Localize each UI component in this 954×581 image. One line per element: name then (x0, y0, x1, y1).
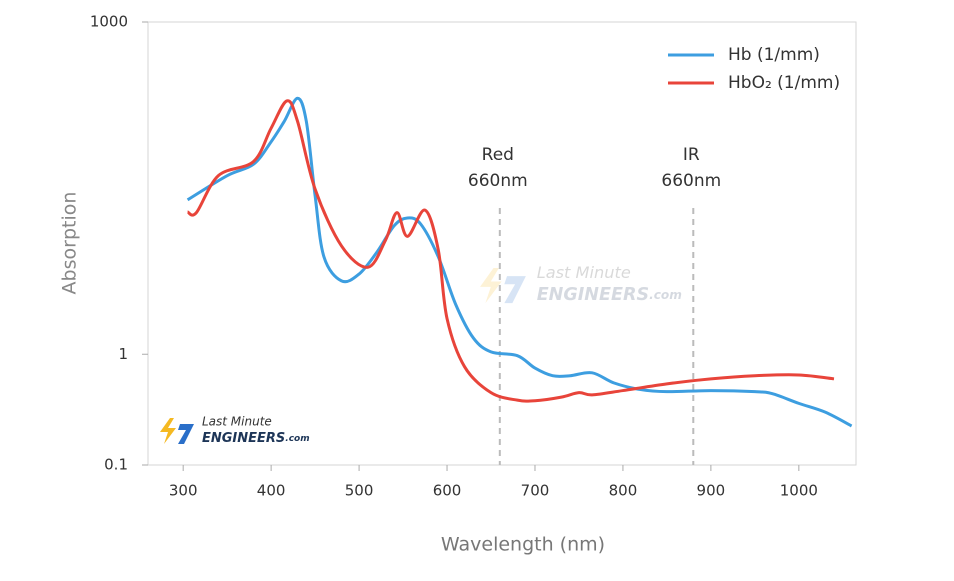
logo: Last Minute ENGINEERS.com (160, 415, 310, 446)
legend-label: Hb (1/mm) (728, 45, 820, 65)
x-tick-label: 300 (169, 482, 198, 500)
logo-text: Last Minute (537, 263, 631, 282)
logo-bolt (480, 268, 502, 304)
y-tick-label: 1 (118, 345, 128, 363)
x-tick-label: 400 (257, 482, 286, 500)
logo-bolt (160, 418, 176, 444)
legend-label: HbO₂ (1/mm) (728, 73, 840, 93)
y-tick-label: 1000 (90, 13, 128, 31)
y-tick-label: 0.1 (104, 456, 128, 474)
x-tick-label: 600 (433, 482, 462, 500)
logo-text: ENGINEERS.com (537, 285, 682, 305)
x-tick-label: 700 (521, 482, 550, 500)
y-axis-title: Absorption (59, 192, 81, 295)
annotation-text: IR (683, 145, 700, 165)
annotation-text: Red (482, 145, 514, 165)
series-line (186, 99, 835, 403)
logo-word: ENGINEERS (202, 431, 285, 446)
x-tick-label: 900 (697, 482, 726, 500)
logo-text: ENGINEERS.com (202, 431, 310, 446)
logo-bolt (178, 424, 194, 444)
series-line (186, 96, 853, 428)
annotation-text: 660nm (468, 171, 528, 191)
logo-suffix: .com (285, 434, 309, 444)
logo-suffix: .com (649, 288, 682, 302)
x-axis-title: Wavelength (nm) (441, 534, 605, 556)
logo-word: ENGINEERS (537, 285, 649, 305)
logo: Last Minute ENGINEERS.com (480, 263, 682, 305)
logo-bolt (504, 276, 526, 304)
annotation-text: 660nm (661, 171, 721, 191)
plot-frame (147, 21, 857, 466)
x-tick-label: 1000 (780, 482, 818, 500)
x-tick-label: 500 (345, 482, 374, 500)
logo-text: Last Minute (202, 415, 272, 429)
x-tick-label: 800 (609, 482, 638, 500)
